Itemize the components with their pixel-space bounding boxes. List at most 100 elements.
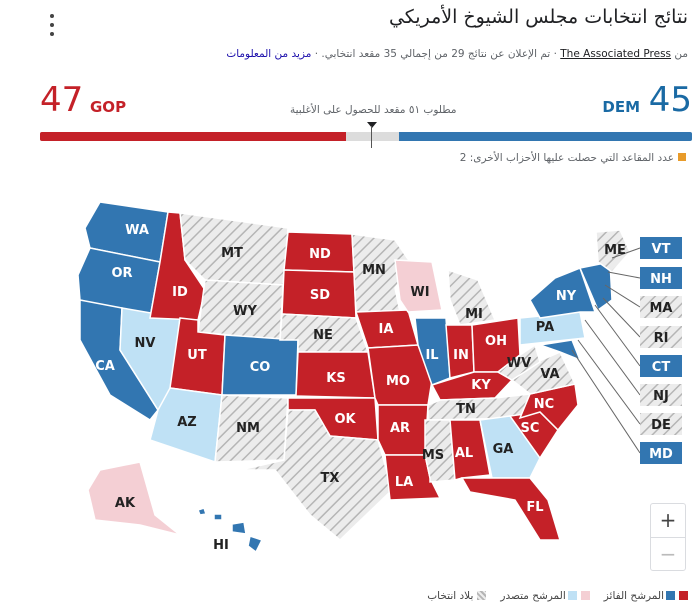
callout-line [584, 319, 641, 396]
source-prefix: من [674, 48, 688, 60]
label-LA: LA [395, 475, 413, 490]
label-NV: NV [135, 336, 156, 351]
other-parties-text: عدد المقاعد التي حصلت عليها الأحزاب الأخ… [459, 152, 674, 164]
label-SD: SD [310, 288, 330, 303]
subtitle: من The Associated Press · تم الإعلان عن … [226, 48, 688, 60]
source-detail: · تم الإعلان عن نتائج 29 من إجمالي 35 مق… [314, 48, 557, 60]
label-NY: NY [556, 289, 577, 304]
callout-line [607, 271, 641, 279]
label-VA: VA [540, 367, 559, 382]
callout-box-NJ[interactable] [640, 384, 682, 406]
label-NH: NH [650, 272, 672, 287]
label-CA: CA [95, 359, 115, 374]
label-WA: WA [125, 223, 149, 238]
label-MT: MT [221, 246, 243, 261]
label-IA: IA [379, 322, 394, 337]
state-MI[interactable] [447, 268, 497, 326]
zoom-out-button[interactable]: − [651, 536, 685, 571]
legend-leading: المرشح متصدر [500, 590, 590, 602]
legend-winner-dem-swatch [666, 591, 675, 600]
legend-winner-text: المرشح الفائز [603, 590, 664, 602]
callout-box-CT[interactable] [640, 355, 682, 377]
label-MI: MI [465, 307, 483, 322]
state-WV[interactable] [496, 343, 541, 381]
gop-seat-count: 47 [40, 80, 84, 120]
label-KS: KS [326, 371, 345, 386]
source-link[interactable]: The Associated Press [560, 48, 672, 60]
callout-box-VT[interactable] [640, 237, 682, 259]
label-AR: AR [390, 421, 410, 436]
state-GA[interactable] [479, 415, 541, 479]
callout-box-NH[interactable] [640, 267, 682, 289]
state-WI[interactable] [394, 259, 443, 313]
label-SC: SC [521, 421, 540, 436]
label-KY: KY [471, 378, 491, 393]
dem-label: DEM [602, 98, 640, 116]
callout-line [577, 339, 641, 425]
label-TX: TX [321, 471, 340, 486]
label-MS: MS [422, 448, 444, 463]
callout-box-DE[interactable] [640, 413, 682, 435]
label-FL: FL [526, 500, 543, 515]
callout-line [602, 297, 641, 338]
legend-no-race: بلاد انتخاب [427, 590, 487, 602]
legend-leading-text: المرشح متصدر [500, 590, 566, 602]
more-options-icon[interactable] [46, 14, 58, 36]
callout-box-RI[interactable] [640, 326, 682, 348]
state-HI[interactable] [197, 507, 264, 554]
more-info-link[interactable]: مزيد من المعلومات [226, 48, 312, 60]
label-AK: AK [115, 496, 136, 511]
legend-no-race-text: بلاد انتخاب [427, 590, 474, 602]
state-NY[interactable] [529, 267, 597, 319]
callout-line [611, 247, 641, 259]
legend-winner: المرشح الفائز [604, 590, 688, 602]
label-TN: TN [456, 402, 476, 417]
state-AZ[interactable] [149, 387, 223, 464]
majority-marker-icon [367, 122, 377, 128]
label-ND: ND [309, 247, 331, 262]
callout-box-MA[interactable] [640, 296, 682, 318]
legend-winner-gop-swatch [679, 591, 688, 600]
callout-box-MD[interactable] [640, 442, 682, 464]
label-NM: NM [236, 421, 260, 436]
label-OR: OR [111, 266, 132, 281]
label-DE: DE [651, 418, 671, 433]
label-OH: OH [485, 334, 507, 349]
label-VT: VT [652, 242, 671, 257]
state-MD[interactable] [539, 339, 582, 362]
label-IN: IN [453, 348, 469, 363]
label-UT: UT [187, 348, 207, 363]
label-ID: ID [172, 285, 188, 300]
label-CT: CT [652, 360, 671, 375]
label-AZ: AZ [177, 415, 197, 430]
map-legend: المرشح الفائز المرشح متصدر بلاد انتخاب [427, 590, 688, 602]
state-ME[interactable] [595, 229, 631, 273]
dem-bar-segment [398, 132, 692, 141]
legend-leading-gop-swatch [580, 591, 590, 600]
state-AL[interactable] [449, 419, 491, 481]
gop-label: GOP [90, 98, 127, 116]
label-AL: AL [455, 446, 473, 461]
callout-line [604, 284, 641, 308]
gop-bar-segment [40, 132, 347, 141]
state-LA[interactable] [384, 454, 442, 501]
label-GA: GA [493, 442, 514, 457]
state-FL[interactable] [460, 477, 562, 541]
label-MA: MA [650, 301, 673, 316]
state-TX[interactable] [239, 409, 393, 542]
majority-line [371, 126, 372, 148]
label-HI: HI [213, 538, 229, 553]
label-OK: OK [334, 412, 356, 427]
zoom-in-button[interactable]: + [659, 508, 677, 533]
callout-line [594, 304, 641, 367]
dem-seat-count: 45 [648, 80, 692, 120]
label-WI: WI [410, 285, 429, 300]
state-AK[interactable] [87, 461, 181, 536]
callout-line [571, 349, 641, 454]
label-MO: MO [386, 374, 410, 389]
other-party-swatch [678, 153, 686, 161]
label-MD: MD [649, 447, 673, 462]
label-NE: NE [313, 328, 333, 343]
zoom-control: + − [650, 503, 686, 571]
label-NC: NC [534, 397, 554, 412]
